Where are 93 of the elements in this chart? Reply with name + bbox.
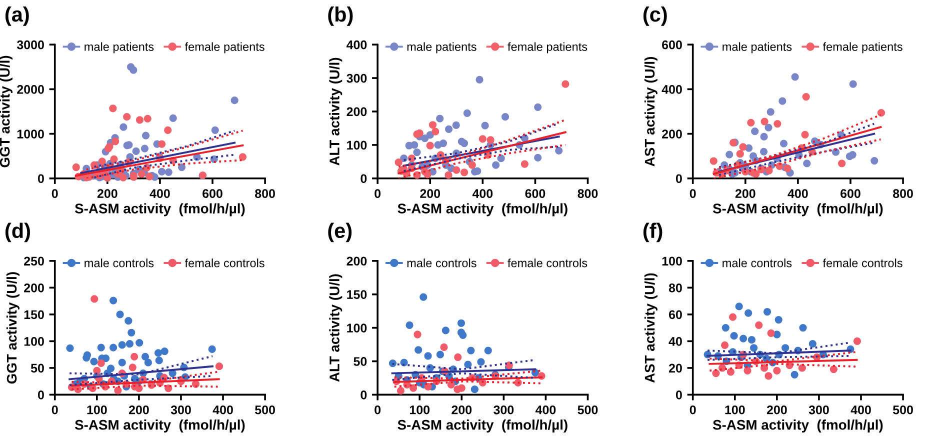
legend-label: male patients (84, 42, 154, 54)
y-tick-label: 150 (347, 290, 367, 300)
x-tick-label: 0 (690, 405, 696, 414)
y-tick-label: 600 (662, 40, 682, 50)
x-tick-label: 100 (725, 405, 745, 414)
y-tick-label: 2000 (17, 85, 44, 94)
x-tick-label: 0 (690, 189, 696, 198)
x-tick-label: 400 (150, 189, 170, 198)
y-tick-label: 400 (662, 85, 682, 94)
y-tick-label: 100 (347, 140, 367, 150)
y-tick-label: 40 (668, 336, 682, 346)
y-axis-title: AST activity (U/l) (644, 57, 658, 166)
y-axis-title: ALT activity (U/l) (329, 58, 342, 166)
legend-label: female controls (822, 258, 902, 268)
x-tick-label: 500 (578, 405, 598, 414)
y-tick-label: 0 (360, 174, 367, 184)
chart-title: (e) (328, 222, 352, 242)
legend-label: female controls (184, 258, 264, 268)
x-tick-label: 800 (893, 189, 913, 198)
y-tick-label: 200 (346, 256, 367, 266)
legend-label: female patients (508, 42, 588, 54)
x-tick-label: 600 (202, 189, 222, 198)
chart-title: (d) (5, 222, 30, 242)
x-tick-label: 100 (410, 405, 430, 414)
y-tick-label: 100 (662, 256, 682, 266)
y-tick-label: 60 (668, 310, 682, 320)
legend-label: male controls (84, 258, 154, 268)
x-tick-label: 300 (494, 405, 514, 414)
x-tick-label: 400 (472, 189, 493, 198)
x-tick-label: 500 (892, 405, 913, 414)
legend-label: female patients (822, 42, 902, 54)
y-axis-title: GGT activity (U/l) (6, 272, 20, 384)
legend-label: male patients (407, 42, 476, 54)
y-tick-label: 100 (24, 336, 44, 346)
x-tick-label: 300 (170, 405, 191, 414)
y-axis-title: ALT activity (U/l) (329, 274, 342, 382)
x-tick-label: 300 (808, 405, 829, 414)
y-tick-label: 400 (346, 40, 367, 50)
x-tick-label: 200 (735, 189, 756, 198)
y-tick-label: 300 (346, 74, 367, 83)
chart-title: (b) (328, 6, 353, 26)
x-tick-label: 200 (420, 189, 440, 198)
legend-label: male controls (407, 258, 476, 268)
legend-label: male patients (722, 42, 792, 54)
x-tick-label: 0 (52, 405, 58, 414)
x-axis-title: S-ASM activity (fmol/h/µl) (74, 420, 245, 433)
y-tick-label: 0 (38, 174, 44, 184)
x-tick-label: 400 (850, 405, 871, 414)
x-axis-title: S-ASM activity (fmol/h/µl) (398, 420, 568, 433)
x-axis-title: S-ASM activity (fmol/h/µl) (74, 203, 245, 216)
y-tick-label: 200 (24, 283, 44, 292)
y-tick-label: 200 (346, 107, 367, 116)
y-tick-label: 20 (668, 364, 682, 373)
x-tick-label: 600 (840, 189, 860, 198)
x-tick-label: 600 (525, 189, 546, 198)
y-tick-label: 1000 (17, 130, 44, 138)
x-tick-label: 200 (766, 405, 787, 414)
x-tick-label: 0 (52, 189, 58, 198)
x-axis-title: S-ASM activity (fmol/h/µl) (712, 420, 883, 433)
x-tick-label: 100 (87, 405, 107, 414)
y-tick-label: 80 (668, 283, 682, 292)
x-tick-label: 200 (452, 405, 472, 414)
x-tick-label: 400 (535, 405, 556, 414)
legend-label: female controls (508, 258, 588, 268)
x-tick-label: 200 (128, 405, 149, 414)
legend-label: male controls (722, 258, 792, 268)
y-axis-title: AST activity (U/l) (644, 273, 658, 383)
y-tick-label: 50 (354, 357, 367, 366)
y-tick-label: 0 (38, 390, 44, 400)
x-tick-label: 800 (578, 189, 598, 198)
y-tick-label: 250 (24, 256, 44, 266)
y-axis-title: GGT activity (U/l) (0, 56, 12, 168)
y-tick-label: 0 (676, 390, 682, 400)
y-tick-label: 200 (662, 130, 682, 138)
y-tick-label: 50 (30, 364, 44, 373)
y-tick-label: 100 (347, 324, 367, 332)
y-tick-label: 150 (24, 310, 44, 320)
y-tick-label: 0 (676, 174, 682, 184)
chart-title: (a) (5, 6, 29, 26)
x-tick-label: 800 (255, 189, 275, 198)
chart-title: (f) (643, 222, 662, 242)
x-tick-label: 500 (255, 405, 275, 414)
chart-title: (c) (643, 6, 667, 26)
x-tick-label: 0 (374, 405, 381, 414)
x-tick-label: 400 (212, 405, 233, 414)
legend-label: female patients (184, 42, 264, 54)
y-tick-label: 0 (360, 390, 367, 400)
x-axis-title: S-ASM activity (fmol/h/µl) (398, 203, 568, 216)
y-tick-label: 3000 (16, 40, 44, 50)
x-tick-label: 0 (374, 189, 381, 198)
x-tick-label: 400 (788, 189, 808, 198)
x-tick-label: 200 (97, 189, 118, 198)
x-axis-title: S-ASM activity (fmol/h/µl) (712, 203, 883, 216)
